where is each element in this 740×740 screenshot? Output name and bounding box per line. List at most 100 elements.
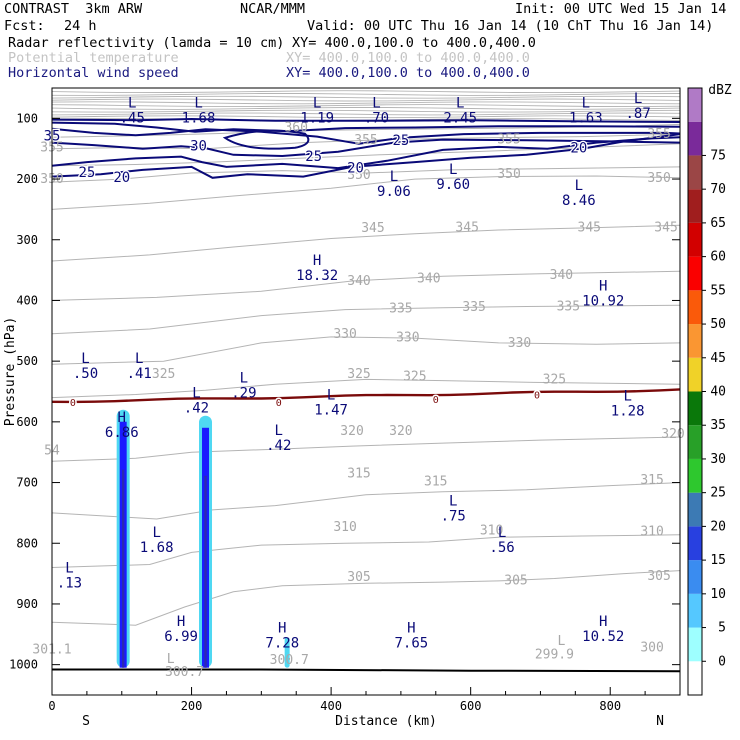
theta-label-21: 330 — [508, 336, 531, 351]
field-reflectivity-xy: XY= 400.0,100.0 to 400.0,400.0 — [292, 35, 536, 51]
wind-label-6: 20 — [347, 161, 364, 177]
extremum-type-23: L — [65, 560, 73, 576]
institution-label: NCAR/MMM — [240, 1, 306, 17]
extremum-value-20: .75 — [441, 509, 466, 525]
extremum-type-15: L — [192, 386, 200, 402]
y-tick-label-7: 800 — [16, 536, 38, 550]
extremum-type-9: L — [575, 178, 583, 194]
wind-isotach-2 — [51, 127, 681, 145]
theta-upper-isentrope-2 — [51, 95, 681, 99]
extremum-value-14: .29 — [231, 385, 256, 401]
extremum-value-15: .42 — [184, 401, 209, 417]
theta-isentrope-1 — [51, 534, 681, 568]
y-tick-label-0: 100 — [16, 111, 38, 125]
x-axis-label: Distance (km) — [335, 714, 437, 729]
freezing-label-0: 0 — [70, 398, 76, 409]
extremum-type-13: L — [135, 351, 143, 367]
x-tick-label-4: 800 — [599, 699, 621, 713]
colorbar-swatch-17 — [688, 88, 702, 122]
colorbar-label-10: 50 — [710, 317, 726, 332]
extremum-type-25: H — [278, 620, 286, 636]
theta-upper-isentrope-9 — [51, 115, 681, 119]
y-tick-label-4: 500 — [16, 354, 38, 368]
colorbar-label-0: 0 — [718, 654, 726, 669]
extremum-value-1: 1.68 — [182, 110, 216, 126]
extremum-type-16: L — [327, 387, 335, 403]
wind-isotach-3 — [51, 138, 681, 158]
x-tick-label-1: 200 — [181, 699, 203, 713]
theta-upper-isentrope-6 — [51, 107, 681, 110]
y-tick-label-3: 400 — [16, 293, 38, 307]
theta-upper-isentrope-0 — [51, 90, 681, 94]
theta-upper-isentrope-4 — [51, 101, 681, 105]
colorbar-swatch-7 — [688, 425, 702, 459]
theta-label-32: 310 — [333, 520, 356, 535]
wind-label-4: 25 — [392, 133, 409, 149]
field-wind-name: Horizontal wind speed — [8, 65, 179, 81]
theta-label-25: 325 — [543, 372, 566, 387]
freezing-label-1: 0 — [276, 398, 282, 409]
theta-label-8: 350 — [647, 171, 670, 186]
theta-label-33: 310 — [480, 524, 503, 539]
extremum-type-6: L — [634, 91, 642, 107]
field-wind-xy: XY= 400.0,100.0 to 400.0,400.0 — [286, 65, 530, 81]
theta-label-30: 315 — [424, 474, 447, 489]
theta-label-31: 315 — [640, 473, 663, 488]
extremum-value-13: .41 — [127, 366, 152, 382]
colorbar-label-9: 45 — [710, 351, 726, 366]
extremum-value-26: 7.65 — [394, 635, 428, 651]
colorbar-swatch-14 — [688, 189, 702, 223]
theta-label-14: 340 — [417, 272, 440, 287]
colorbar-swatch-4 — [688, 526, 702, 561]
theta-isentrope-5 — [51, 336, 681, 365]
wind-label-7: 20 — [570, 140, 587, 156]
extremum-type-3: L — [372, 95, 380, 111]
wind-jet-core — [222, 129, 310, 150]
extremum-value-17: 1.28 — [611, 404, 645, 420]
theta-label-41: 300.7 — [270, 653, 309, 668]
theta-label-22: 325 — [152, 367, 175, 382]
theta-isentrope-0 — [51, 570, 681, 626]
colorbar-label-15: 75 — [710, 148, 726, 163]
extremum-type-20: L — [449, 494, 457, 510]
reflectivity-peak-0 — [121, 469, 125, 668]
colorbar-swatch-6 — [688, 458, 702, 493]
extremum-type-8: L — [449, 162, 457, 178]
wind-isotach-0 — [51, 117, 681, 123]
theta-label-23: 325 — [347, 367, 370, 382]
theta-label-28: 320 — [661, 427, 684, 442]
colorbar-swatch-15 — [688, 155, 702, 190]
theta-label-16: 335 — [389, 301, 412, 316]
theta-label-9: 345 — [361, 221, 384, 236]
extremum-value-5: 1.63 — [569, 110, 603, 126]
theta-label-27: 320 — [389, 424, 412, 439]
theta-isentrope-7 — [51, 270, 681, 301]
wind-label-3: 25 — [305, 149, 322, 165]
theta-label-12: 345 — [654, 221, 677, 236]
extremum-value-11: 10.92 — [582, 294, 624, 310]
theta-isentrope-4 — [51, 378, 681, 399]
field-reflectivity-name: Radar reflectivity (lamda = 10 cm) — [8, 35, 285, 51]
extremum-value-22: .56 — [489, 540, 514, 556]
extremum-value-19: .42 — [266, 438, 291, 454]
theta-label-0: 360 — [284, 120, 307, 135]
theta-label-37: 305 — [647, 569, 670, 584]
y-tick-label-2: 300 — [16, 233, 38, 247]
extremum-value-23: .13 — [57, 575, 82, 591]
theta-upper-isentrope-1 — [51, 93, 681, 96]
extremum-type-19: L — [275, 423, 283, 439]
colorbar-label-3: 15 — [710, 553, 726, 568]
colorbar-swatch-5 — [688, 492, 702, 527]
theta-isentrope-9 — [51, 175, 681, 210]
extremum-type-4: L — [456, 95, 464, 111]
theta-label-24: 325 — [403, 369, 426, 384]
extremum-value-21: 1.68 — [140, 540, 174, 556]
colorbar-swatch-12 — [688, 256, 702, 291]
colorbar-swatch-13 — [688, 222, 702, 257]
field-theta-xy: XY= 400.0,100.0 to 400.0,400.0 — [286, 50, 530, 66]
reflectivity-column-2 — [284, 637, 290, 668]
theta-label-13: 340 — [347, 274, 370, 289]
extremum-value-10: 18.32 — [296, 268, 338, 284]
y-tick-label-6: 700 — [16, 476, 38, 490]
